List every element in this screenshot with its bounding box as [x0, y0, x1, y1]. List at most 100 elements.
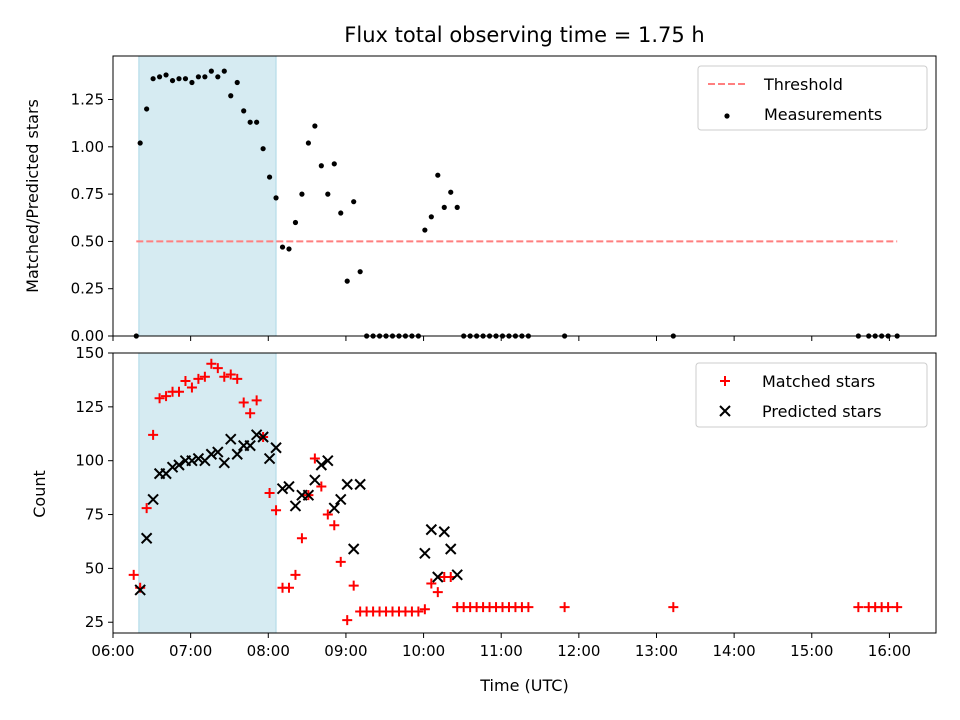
data-point: [221, 68, 227, 74]
y-tick-label: 150: [75, 344, 104, 362]
legend-swatch: [724, 113, 730, 119]
data-point: [279, 244, 286, 250]
data-point: [180, 376, 191, 386]
x-axis-label: Time (UTC): [479, 676, 568, 695]
bottom-panel: 25 50 75 100 125 150 06:00 07:00 08:00 09:00 10:00…: [75, 344, 937, 660]
data-point: [215, 74, 221, 80]
data-point: [173, 386, 184, 397]
data-point: [241, 108, 247, 114]
data-point: [182, 76, 189, 82]
data-point: [419, 547, 431, 560]
x-tick-label: 15:00: [790, 642, 833, 660]
legend-label: Predicted stars: [762, 402, 882, 421]
axes-frame: [112, 55, 937, 337]
data-point: [286, 246, 292, 252]
data-point: [271, 505, 282, 516]
data-point: [232, 373, 243, 384]
data-point: [140, 532, 153, 544]
data-point: [154, 393, 165, 404]
data-point: [348, 580, 359, 591]
data-point: [189, 79, 195, 86]
top-panel: 0.00 0.25 0.50 0.75 1.00 1.25 Threshold Measure…: [71, 55, 937, 345]
data-point: [325, 191, 331, 197]
data-point: [892, 602, 903, 613]
x-tick-label: 10:00: [402, 642, 445, 660]
legend: Threshold Measurements: [697, 65, 928, 131]
data-point: [254, 119, 260, 125]
data-point: [283, 582, 294, 593]
y-tick-label: 0.50: [71, 232, 104, 250]
data-point: [322, 454, 334, 467]
x-tick-label: 12:00: [557, 642, 600, 660]
y-tick-label: 1.00: [71, 138, 104, 156]
legend: Matched stars Predicted stars: [695, 362, 928, 428]
data-point: [454, 204, 460, 210]
data-point: [425, 523, 438, 536]
data-point: [212, 363, 223, 374]
data-point: [219, 371, 230, 382]
top-y-axis-label: Matched/Predicted stars: [23, 99, 42, 293]
data-point: [231, 448, 243, 460]
data-point: [257, 431, 269, 443]
data-point: [883, 602, 894, 613]
series-predicted-stars: [134, 429, 463, 596]
y-tick-label: 50: [85, 559, 104, 577]
data-point: [263, 452, 276, 465]
data-point: [445, 543, 457, 555]
data-point: [347, 543, 360, 555]
data-point: [344, 278, 350, 284]
data-point: [144, 106, 150, 112]
observing-window-span: [138, 55, 277, 337]
data-point: [853, 602, 864, 613]
data-point: [668, 602, 679, 613]
data-point: [161, 391, 172, 402]
data-point: [260, 146, 266, 152]
data-point: [228, 93, 234, 99]
data-point: [192, 452, 205, 465]
data-point: [134, 584, 146, 596]
data-point: [218, 457, 230, 469]
data-point: [270, 442, 282, 454]
y-tick-label: 0.75: [71, 185, 104, 203]
legend-swatch: [719, 405, 731, 417]
data-point: [342, 615, 353, 626]
data-point: [141, 503, 152, 514]
data-point: [432, 571, 444, 583]
data-point: [322, 509, 333, 520]
data-point: [432, 587, 443, 598]
legend-box: [695, 362, 928, 428]
legend-swatch: [720, 376, 730, 386]
x-tick-label: 07:00: [169, 642, 212, 660]
data-point: [426, 578, 437, 589]
data-point: [438, 526, 450, 538]
data-point: [435, 172, 441, 178]
x-tick-label: 09:00: [324, 642, 367, 660]
data-point: [354, 478, 366, 491]
data-point: [428, 214, 434, 220]
axes-frame: [112, 352, 937, 634]
data-point: [225, 433, 237, 445]
series-matched-stars: [128, 358, 903, 626]
data-point: [250, 429, 263, 441]
x-tick-label: 16:00: [868, 642, 911, 660]
data-point: [328, 502, 340, 514]
data-point: [273, 195, 279, 201]
data-point: [238, 397, 249, 408]
y-tick-label: 1.25: [71, 91, 104, 109]
data-point: [206, 358, 217, 369]
data-point: [186, 454, 198, 467]
y-tick-label: 100: [75, 452, 104, 470]
data-point: [247, 119, 253, 125]
data-point: [335, 493, 347, 506]
chart-title: Flux total observing time = 1.75 h: [344, 23, 704, 47]
legend-box: [697, 65, 928, 131]
x-tick-label: 14:00: [713, 642, 756, 660]
data-point: [245, 408, 256, 419]
data-point: [419, 604, 430, 615]
data-point: [448, 189, 454, 195]
data-point: [305, 140, 311, 146]
data-point: [338, 210, 344, 216]
data-point: [289, 500, 302, 512]
data-point: [351, 199, 357, 205]
